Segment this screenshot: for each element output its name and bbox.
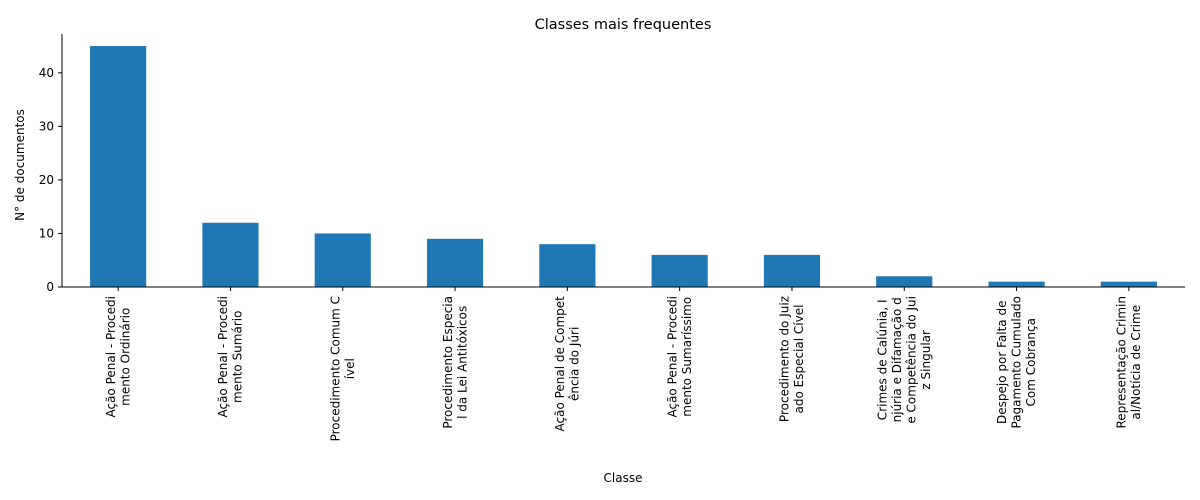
- x-tick-label: Ação Penal - Procedimento Sumário: [216, 296, 245, 418]
- bar: [1100, 281, 1157, 287]
- bar: [539, 244, 596, 287]
- bar: [90, 46, 147, 287]
- x-tick-label: Ação Penal - Procedimento Sumaríssimo: [665, 296, 694, 418]
- x-tick-label: Ação Penal - Procedimento Ordinário: [104, 296, 132, 418]
- y-tick-label: 0: [46, 280, 54, 294]
- y-tick-label: 40: [39, 66, 54, 80]
- bar: [876, 276, 933, 287]
- x-tick-label: Procedimento Comum Cível: [329, 296, 358, 441]
- x-tick-label: Despejo por Falta dePagamento CumuladoCo…: [995, 296, 1038, 429]
- plot-area: 0 10 20 30 40 Ação Penal - Procedimento Ordin…: [39, 34, 1185, 441]
- x-tick-label: Ação Penal de Competência do Júri: [553, 296, 582, 432]
- bar: [202, 222, 259, 287]
- bar: [763, 254, 821, 287]
- bar: [426, 238, 484, 287]
- y-tick-label: 20: [39, 173, 54, 187]
- y-axis-label: N° de documentos: [13, 109, 27, 221]
- bar: [651, 254, 708, 287]
- x-tick-label: Representação Criminal/Notícia de Crime: [1115, 296, 1144, 429]
- x-tick-label: Procedimento Especial da Lei Antitóxicos: [441, 296, 470, 429]
- chart-title: Classes mais frequentes: [535, 17, 712, 33]
- x-axis-label: Classe: [604, 471, 643, 485]
- y-tick-label: 10: [39, 226, 54, 240]
- x-tick-label: Procedimento do Juizado Especial Cível: [778, 296, 807, 422]
- bar: [314, 233, 371, 287]
- y-tick-label: 30: [39, 119, 54, 133]
- x-tick-label: Crimes de Calúnia, Injúria e Difamação d…: [876, 296, 934, 424]
- bar: [988, 281, 1045, 287]
